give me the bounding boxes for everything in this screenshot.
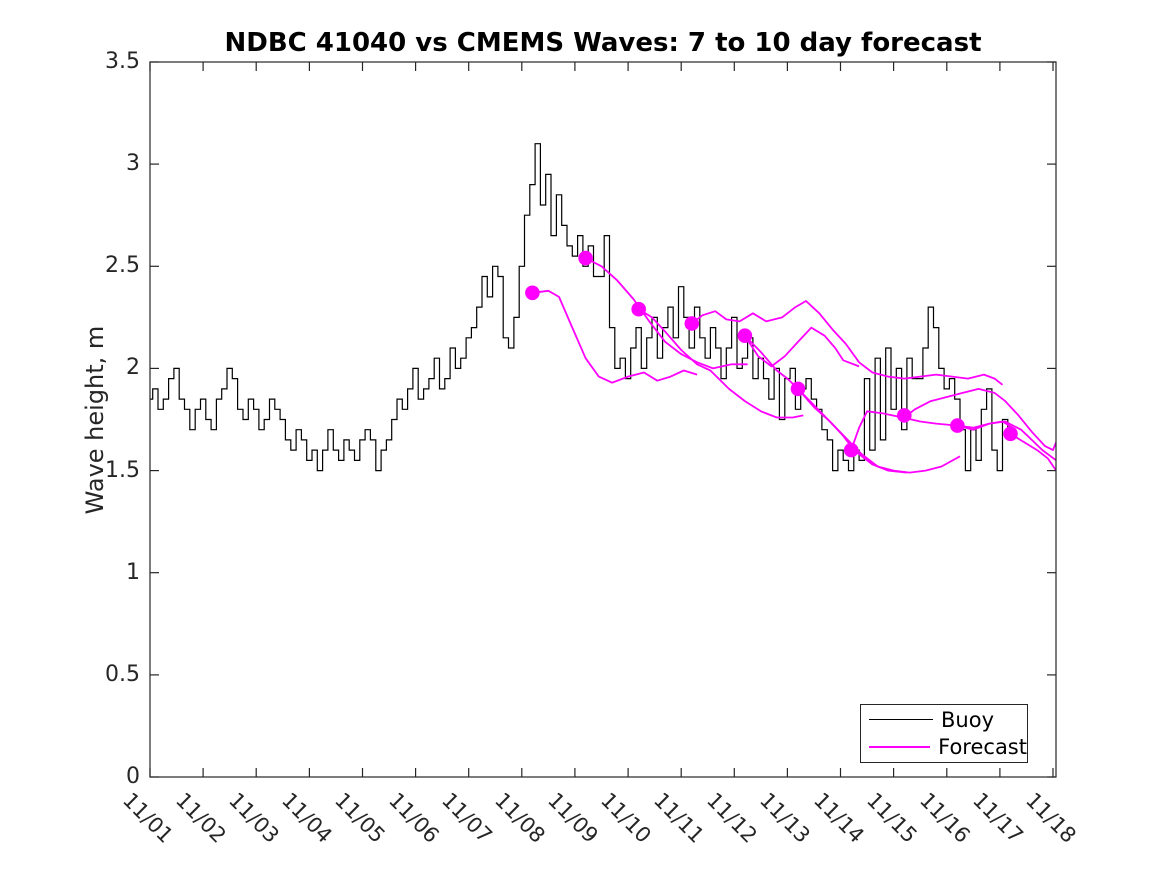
plot-frame: [149, 61, 1057, 778]
forecast-start-marker-1: [525, 285, 540, 301]
buoy-series-line: [150, 143, 1011, 472]
forecast-start-marker-6: [790, 381, 806, 397]
legend-line-forecast-icon: [869, 746, 931, 749]
y-tick-label: 1: [126, 559, 140, 585]
y-tick-label: 1.5: [105, 457, 140, 483]
forecast-segment-2: [585, 257, 748, 370]
forecast-start-marker-4: [684, 316, 700, 331]
chart-title: NDBC 41040 vs CMEMS Waves: 7 to 10 day f…: [224, 28, 982, 58]
y-tick-label: 3: [126, 151, 140, 177]
y-tick-label: 2.5: [105, 253, 140, 279]
forecast-segment-11: [1010, 433, 1056, 472]
forecast-start-marker-8: [897, 408, 912, 423]
y-tick-label: 0: [126, 764, 140, 789]
forecast-segment-6: [744, 335, 907, 474]
forecast-start-marker-10: [1003, 426, 1018, 442]
legend-label-buoy: Buoy: [941, 707, 994, 732]
forecast-segment-7: [797, 388, 961, 474]
forecast-segment-9: [903, 388, 1056, 451]
forecast-start-marker-2: [578, 250, 593, 266]
y-tick-label: 2: [126, 355, 140, 381]
legend-item-buoy[interactable]: Buoy: [861, 707, 1027, 733]
legend-item-forecast[interactable]: Forecast: [861, 734, 1027, 760]
forecast-segment-3: [638, 308, 804, 419]
legend[interactable]: Buoy Forecast: [860, 704, 1028, 763]
forecast-start-marker-7: [843, 442, 859, 458]
forecast-segment-5: [744, 326, 860, 368]
forecast-segment-8: [850, 410, 1017, 451]
y-tick-label: 3.5: [105, 49, 140, 74]
y-tick-label: 0.5: [105, 661, 140, 687]
y-axis-label: Wave height, m: [81, 325, 109, 515]
forecast-start-marker-3: [631, 301, 646, 317]
forecast-start-marker-5: [737, 328, 753, 344]
legend-label-forecast: Forecast: [938, 735, 1027, 760]
forecast-segment-10: [957, 420, 1056, 462]
legend-line-buoy-icon: [869, 719, 933, 721]
forecast-segment-1: [532, 289, 698, 384]
forecast-start-marker-9: [950, 418, 965, 433]
forecast-segment-4: [691, 300, 1004, 386]
